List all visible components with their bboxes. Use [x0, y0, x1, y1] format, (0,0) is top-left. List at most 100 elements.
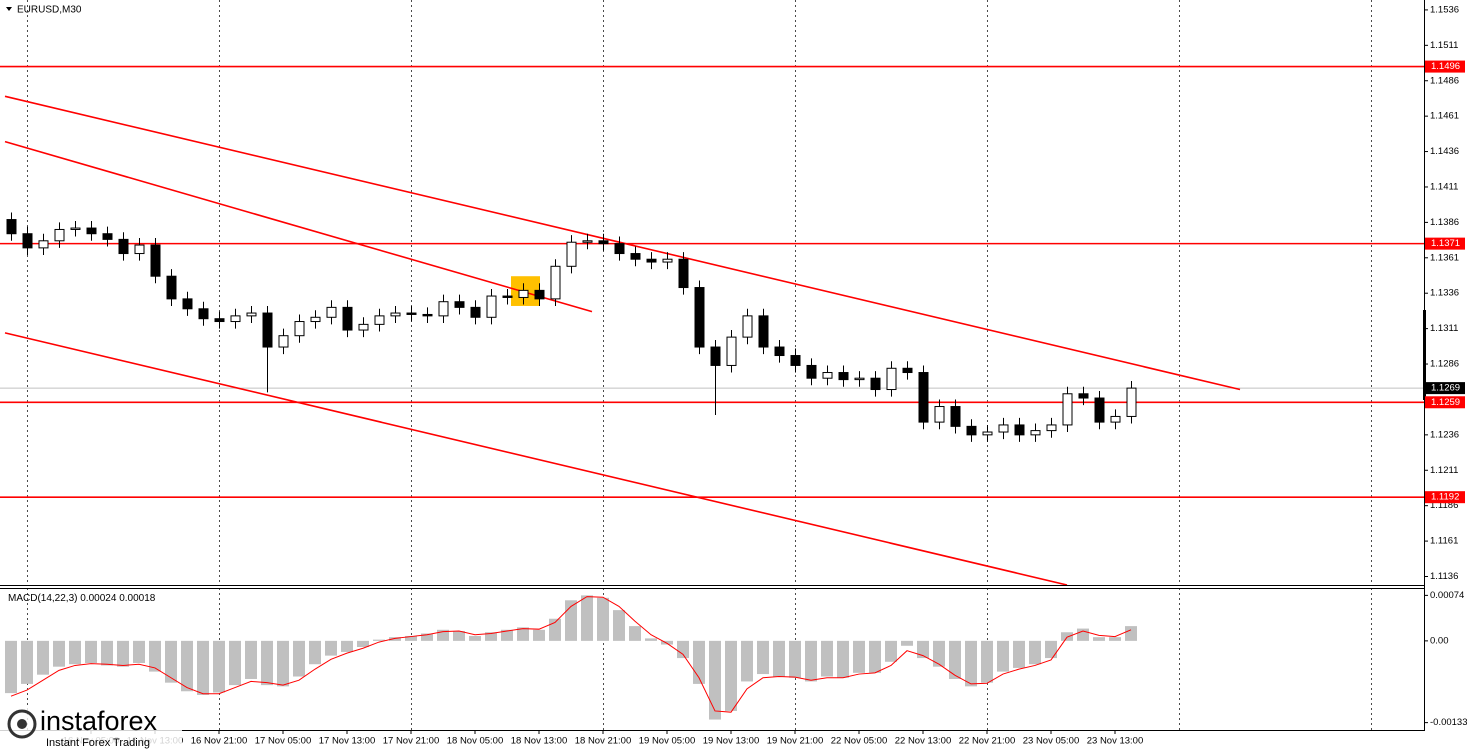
candle-body [294, 321, 305, 337]
macd-bar [789, 640, 801, 678]
candle-body [230, 315, 241, 323]
candle-body [1030, 430, 1041, 436]
candle-body [150, 244, 161, 277]
macd-bar [293, 640, 305, 677]
y-tick-label: 1.1361 [1430, 252, 1459, 263]
watermark-icon [17, 719, 27, 729]
macd-bar [1125, 626, 1137, 641]
candle-body [886, 367, 897, 391]
y-tick-label: 0.00 [1430, 635, 1449, 646]
candle-body [1046, 424, 1057, 432]
macd-bar [677, 640, 689, 659]
candle-body [806, 364, 817, 379]
watermark-name: instaforex [40, 706, 158, 736]
macd-bar [21, 640, 33, 684]
candle-body [374, 315, 385, 325]
level-label: 1.1496 [1431, 61, 1460, 72]
macd-title: MACD(14,22,3) [8, 593, 77, 604]
macd-bar [437, 629, 449, 641]
candle-body [934, 406, 945, 423]
chart-title: EURUSD,M30 [17, 5, 82, 16]
macd-bar [933, 640, 945, 667]
macd-bar [725, 640, 737, 711]
macd-bar [373, 639, 385, 641]
watermark-icon [7, 709, 37, 739]
macd-bar [885, 640, 897, 662]
x-tick-label: 17 Nov 05:00 [255, 736, 312, 747]
macd-bar [421, 633, 433, 641]
candle-body [342, 306, 353, 331]
candle-body [854, 377, 865, 381]
candle-body [246, 312, 257, 317]
macd-bar [69, 640, 81, 665]
level-label: 1.1371 [1431, 238, 1460, 249]
candle-body [1126, 387, 1137, 417]
signal-value: 0.00018 [119, 593, 156, 604]
candle-body [726, 336, 737, 366]
candle-body [678, 258, 689, 289]
candle-body [22, 233, 33, 249]
level-label: 1.1259 [1431, 397, 1460, 408]
macd-bar [469, 635, 481, 641]
candle-body [38, 240, 49, 249]
macd-bar [533, 629, 545, 641]
candle-body [534, 289, 545, 300]
current-price-bg [1425, 382, 1465, 395]
candle-body [998, 424, 1009, 433]
y-tick-label: 1.1386 [1430, 217, 1459, 228]
macd-bar [821, 640, 833, 677]
y-tick-label: 0.00074 [1430, 590, 1464, 601]
y-tick-label: 1.1136 [1430, 571, 1458, 582]
macd-bar [757, 640, 769, 675]
macd-bar [949, 640, 961, 679]
candle-body [694, 287, 705, 348]
macd-header: MACD(14,22,3) 0.00024 0.00018 [8, 593, 156, 604]
macd-bar [117, 640, 129, 667]
candle-body [278, 335, 289, 348]
candle-body [614, 243, 625, 255]
candle-body [182, 298, 193, 310]
x-tick-label: 23 Nov 05:00 [1023, 736, 1080, 747]
candle-body [918, 372, 929, 423]
macd-bar [501, 629, 513, 641]
candle-body [598, 240, 609, 245]
candle-body [518, 289, 529, 298]
level-label-bg [1425, 491, 1465, 504]
candle-body [566, 241, 577, 267]
macd-bar [837, 640, 849, 678]
candle-body [742, 315, 753, 338]
macd-bar [613, 610, 625, 641]
candle-body [982, 431, 993, 436]
macd-layer [5, 595, 1137, 720]
current-price-label: 1.1269 [1431, 383, 1460, 394]
macd-bar [773, 640, 785, 677]
macd-bar [181, 640, 193, 692]
macd-bar [53, 640, 65, 667]
candle-body [406, 312, 417, 315]
candle-body [502, 295, 513, 298]
macd-bar [517, 627, 529, 641]
candle-body [1062, 393, 1073, 426]
macd-bar [853, 640, 865, 673]
candle-body [1094, 397, 1105, 423]
candle-body [758, 315, 769, 348]
macd-bar [357, 640, 369, 648]
macd-bar [405, 635, 417, 641]
macd-bar [869, 640, 881, 673]
macd-bar [389, 637, 401, 641]
candle-body [1110, 415, 1121, 423]
x-tick-label: 17 Nov 13:00 [319, 736, 376, 747]
candle-body [134, 244, 145, 255]
candle-body [966, 425, 977, 436]
candle-body [262, 312, 273, 348]
candle-body [454, 301, 465, 308]
x-tick-label: 22 Nov 13:00 [895, 736, 952, 747]
y-tick-label: 1.1436 [1430, 146, 1459, 157]
macd-bar [661, 640, 673, 645]
macd-bar [485, 632, 497, 641]
candle-body [118, 238, 129, 255]
macd-bar [277, 640, 289, 687]
macd-bar [341, 640, 353, 652]
